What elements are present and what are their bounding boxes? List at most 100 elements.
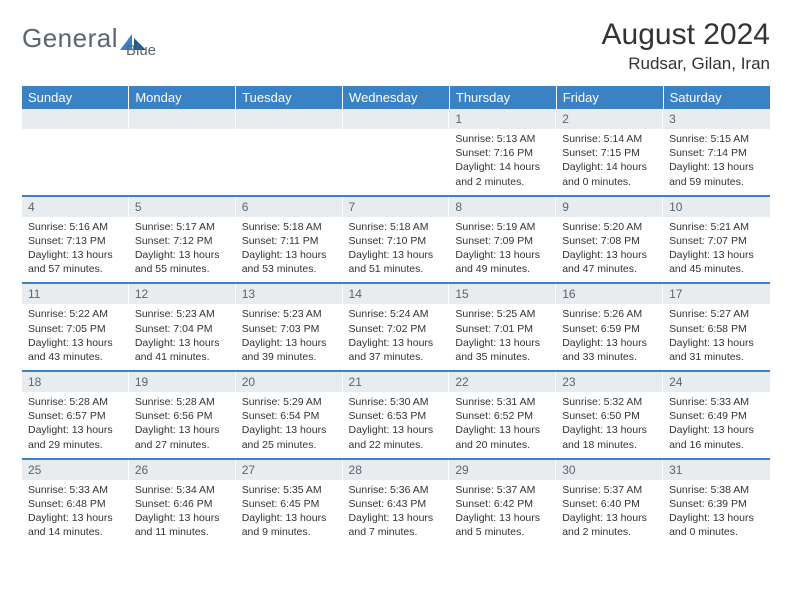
daylight-text: Daylight: 13 hours and 39 minutes. [242,336,337,364]
day-number: 28 [343,460,450,480]
daylight-text: Daylight: 13 hours and 33 minutes. [562,336,657,364]
daylight-text: Daylight: 13 hours and 59 minutes. [669,160,764,188]
day-number: 1 [449,109,556,129]
day-details: Sunrise: 5:14 AMSunset: 7:15 PMDaylight:… [556,129,663,195]
sunset-text: Sunset: 7:12 PM [135,234,230,248]
sunset-text: Sunset: 6:46 PM [135,497,230,511]
day-number: 15 [449,284,556,304]
daylight-text: Daylight: 13 hours and 31 minutes. [669,336,764,364]
daylight-text: Daylight: 13 hours and 27 minutes. [135,423,230,451]
sunset-text: Sunset: 7:09 PM [455,234,550,248]
day-number: 19 [129,372,236,392]
sunrise-text: Sunrise: 5:36 AM [349,483,444,497]
sunrise-text: Sunrise: 5:19 AM [455,220,550,234]
daylight-text: Daylight: 13 hours and 29 minutes. [28,423,123,451]
sunset-text: Sunset: 6:43 PM [349,497,444,511]
day-number: 4 [22,197,129,217]
title-block: August 2024 Rudsar, Gilan, Iran [602,18,770,74]
day-details: Sunrise: 5:30 AMSunset: 6:53 PMDaylight:… [343,392,450,458]
header: General Blue August 2024 Rudsar, Gilan, … [22,18,770,74]
day-details: Sunrise: 5:32 AMSunset: 6:50 PMDaylight:… [556,392,663,458]
daylight-text: Daylight: 13 hours and 20 minutes. [455,423,550,451]
weekday-header: Friday [556,86,663,109]
daylight-text: Daylight: 14 hours and 2 minutes. [455,160,550,188]
daylight-text: Daylight: 13 hours and 9 minutes. [242,511,337,539]
day-details: Sunrise: 5:36 AMSunset: 6:43 PMDaylight:… [343,480,450,546]
calendar-day-cell: 18Sunrise: 5:28 AMSunset: 6:57 PMDayligh… [22,371,129,459]
calendar-header-row: SundayMondayTuesdayWednesdayThursdayFrid… [22,86,770,109]
sunset-text: Sunset: 6:59 PM [562,322,657,336]
sunset-text: Sunset: 6:53 PM [349,409,444,423]
calendar-day-cell: 14Sunrise: 5:24 AMSunset: 7:02 PMDayligh… [343,283,450,371]
calendar-day-cell: 3Sunrise: 5:15 AMSunset: 7:14 PMDaylight… [663,109,770,196]
calendar-day-cell: 27Sunrise: 5:35 AMSunset: 6:45 PMDayligh… [236,459,343,546]
sunset-text: Sunset: 7:03 PM [242,322,337,336]
sunrise-text: Sunrise: 5:33 AM [28,483,123,497]
calendar-day-cell: 4Sunrise: 5:16 AMSunset: 7:13 PMDaylight… [22,196,129,284]
sunrise-text: Sunrise: 5:24 AM [349,307,444,321]
calendar-day-cell: 30Sunrise: 5:37 AMSunset: 6:40 PMDayligh… [556,459,663,546]
sunrise-text: Sunrise: 5:26 AM [562,307,657,321]
day-details: Sunrise: 5:16 AMSunset: 7:13 PMDaylight:… [22,217,129,283]
calendar-day-cell: 17Sunrise: 5:27 AMSunset: 6:58 PMDayligh… [663,283,770,371]
calendar-day-cell: 12Sunrise: 5:23 AMSunset: 7:04 PMDayligh… [129,283,236,371]
day-number: 26 [129,460,236,480]
calendar-table: SundayMondayTuesdayWednesdayThursdayFrid… [22,86,770,545]
calendar-day-cell: 2Sunrise: 5:14 AMSunset: 7:15 PMDaylight… [556,109,663,196]
weekday-header: Tuesday [236,86,343,109]
page-title: August 2024 [602,18,770,52]
sunrise-text: Sunrise: 5:15 AM [669,132,764,146]
day-details: Sunrise: 5:31 AMSunset: 6:52 PMDaylight:… [449,392,556,458]
day-number: 14 [343,284,450,304]
calendar-day-cell: 23Sunrise: 5:32 AMSunset: 6:50 PMDayligh… [556,371,663,459]
daylight-text: Daylight: 13 hours and 11 minutes. [135,511,230,539]
day-details: Sunrise: 5:18 AMSunset: 7:11 PMDaylight:… [236,217,343,283]
calendar-day-cell: 7Sunrise: 5:18 AMSunset: 7:10 PMDaylight… [343,196,450,284]
daylight-text: Daylight: 13 hours and 0 minutes. [669,511,764,539]
sunrise-text: Sunrise: 5:22 AM [28,307,123,321]
sunrise-text: Sunrise: 5:13 AM [455,132,550,146]
daylight-text: Daylight: 13 hours and 43 minutes. [28,336,123,364]
sunset-text: Sunset: 7:10 PM [349,234,444,248]
day-number: 20 [236,372,343,392]
day-number: 12 [129,284,236,304]
calendar-week-row: 18Sunrise: 5:28 AMSunset: 6:57 PMDayligh… [22,371,770,459]
sunrise-text: Sunrise: 5:23 AM [242,307,337,321]
sunset-text: Sunset: 7:15 PM [562,146,657,160]
daylight-text: Daylight: 13 hours and 5 minutes. [455,511,550,539]
calendar-day-cell: 5Sunrise: 5:17 AMSunset: 7:12 PMDaylight… [129,196,236,284]
daylight-text: Daylight: 13 hours and 18 minutes. [562,423,657,451]
sunrise-text: Sunrise: 5:37 AM [455,483,550,497]
calendar-week-row: 1Sunrise: 5:13 AMSunset: 7:16 PMDaylight… [22,109,770,196]
day-number: 27 [236,460,343,480]
calendar-day-cell: 25Sunrise: 5:33 AMSunset: 6:48 PMDayligh… [22,459,129,546]
calendar-day-cell: 13Sunrise: 5:23 AMSunset: 7:03 PMDayligh… [236,283,343,371]
day-details: Sunrise: 5:15 AMSunset: 7:14 PMDaylight:… [663,129,770,195]
day-details: Sunrise: 5:26 AMSunset: 6:59 PMDaylight:… [556,304,663,370]
calendar-day-cell: 6Sunrise: 5:18 AMSunset: 7:11 PMDaylight… [236,196,343,284]
daylight-text: Daylight: 13 hours and 37 minutes. [349,336,444,364]
sunset-text: Sunset: 7:16 PM [455,146,550,160]
weekday-header: Sunday [22,86,129,109]
sunrise-text: Sunrise: 5:20 AM [562,220,657,234]
calendar-day-cell [236,109,343,196]
sunset-text: Sunset: 6:42 PM [455,497,550,511]
sunrise-text: Sunrise: 5:31 AM [455,395,550,409]
day-number: 7 [343,197,450,217]
calendar-day-cell: 16Sunrise: 5:26 AMSunset: 6:59 PMDayligh… [556,283,663,371]
calendar-day-cell [129,109,236,196]
calendar-day-cell: 29Sunrise: 5:37 AMSunset: 6:42 PMDayligh… [449,459,556,546]
daylight-text: Daylight: 13 hours and 55 minutes. [135,248,230,276]
calendar-day-cell: 9Sunrise: 5:20 AMSunset: 7:08 PMDaylight… [556,196,663,284]
day-number: 23 [556,372,663,392]
day-number: 22 [449,372,556,392]
sunset-text: Sunset: 7:04 PM [135,322,230,336]
day-number: 24 [663,372,770,392]
weekday-header: Thursday [449,86,556,109]
day-details: Sunrise: 5:24 AMSunset: 7:02 PMDaylight:… [343,304,450,370]
sunrise-text: Sunrise: 5:25 AM [455,307,550,321]
day-details: Sunrise: 5:19 AMSunset: 7:09 PMDaylight:… [449,217,556,283]
brand-name-1: General [22,23,118,54]
day-details: Sunrise: 5:37 AMSunset: 6:40 PMDaylight:… [556,480,663,546]
day-number: 6 [236,197,343,217]
